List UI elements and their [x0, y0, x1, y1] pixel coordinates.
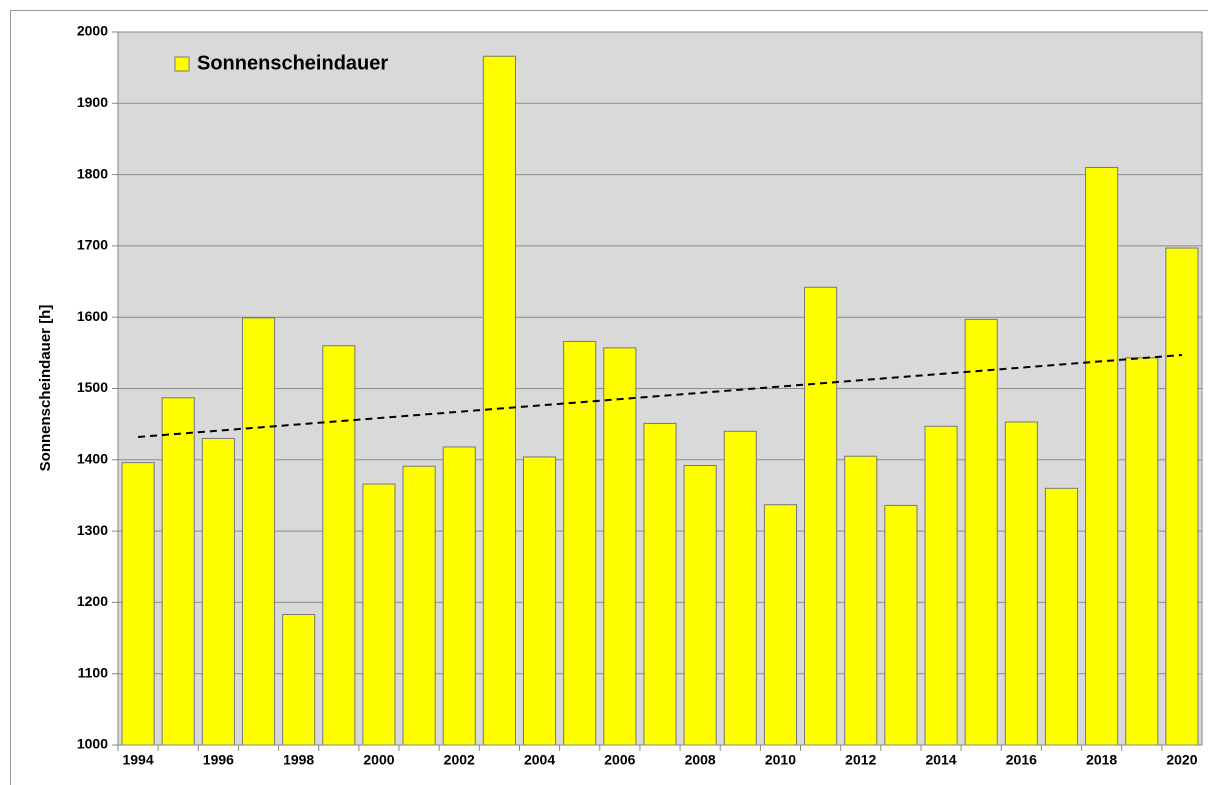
y-tick-label: 2000	[77, 23, 108, 39]
bar	[804, 286, 838, 746]
x-tick-label: 1996	[203, 752, 234, 768]
x-tick-label: 2014	[925, 752, 956, 768]
x-tick-label: 1998	[283, 752, 314, 768]
x-tick-label: 2006	[604, 752, 635, 768]
bar	[603, 347, 637, 746]
bar	[964, 318, 998, 746]
bar	[1044, 487, 1079, 746]
x-tick-label: 2002	[444, 752, 475, 768]
x-tick-label: 2016	[1006, 752, 1037, 768]
bar	[563, 340, 597, 746]
legend-swatch	[174, 56, 190, 72]
x-tick-label: 2008	[685, 752, 716, 768]
trend-line	[137, 353, 1183, 438]
y-tick-label: 1200	[77, 593, 108, 609]
bar	[482, 55, 516, 746]
legend-label: Sonnenscheindauer	[197, 52, 388, 74]
bar	[1125, 357, 1159, 746]
y-tick-label: 1300	[77, 522, 108, 538]
bar	[362, 483, 396, 746]
bar	[723, 430, 757, 746]
bar	[322, 345, 356, 746]
y-tick-label: 1500	[77, 379, 108, 395]
y-tick-label: 1700	[77, 237, 108, 253]
x-tick-label: 2010	[765, 752, 796, 768]
y-tick-label: 1600	[77, 308, 108, 324]
bar	[643, 422, 677, 746]
bar	[282, 614, 316, 746]
y-tick-label: 1400	[77, 451, 108, 467]
x-tick-label: 2020	[1166, 752, 1197, 768]
bar	[763, 504, 798, 746]
bar	[1165, 247, 1199, 746]
y-axis-label: Sonnenscheindauer [h]	[37, 305, 54, 472]
bar	[844, 455, 878, 746]
y-tick-label: 1100	[78, 664, 109, 680]
bar	[121, 462, 155, 746]
y-tick-label: 1800	[77, 165, 108, 181]
bar	[924, 425, 958, 746]
bar	[683, 465, 717, 746]
bar	[241, 317, 276, 746]
bar	[1085, 166, 1119, 746]
bar	[442, 446, 476, 746]
x-tick-label: 2004	[524, 752, 555, 768]
x-tick-label: 1994	[122, 752, 153, 768]
bar	[402, 465, 436, 746]
x-tick-label: 2000	[363, 752, 394, 768]
x-tick-label: 2018	[1086, 752, 1117, 768]
y-tick-label: 1000	[77, 736, 108, 752]
bar	[522, 456, 557, 746]
bar	[1004, 421, 1038, 746]
bar	[161, 397, 195, 746]
bar	[884, 504, 918, 746]
y-tick-label: 1900	[77, 94, 108, 110]
bar	[201, 437, 235, 746]
x-tick-label: 2012	[845, 752, 876, 768]
